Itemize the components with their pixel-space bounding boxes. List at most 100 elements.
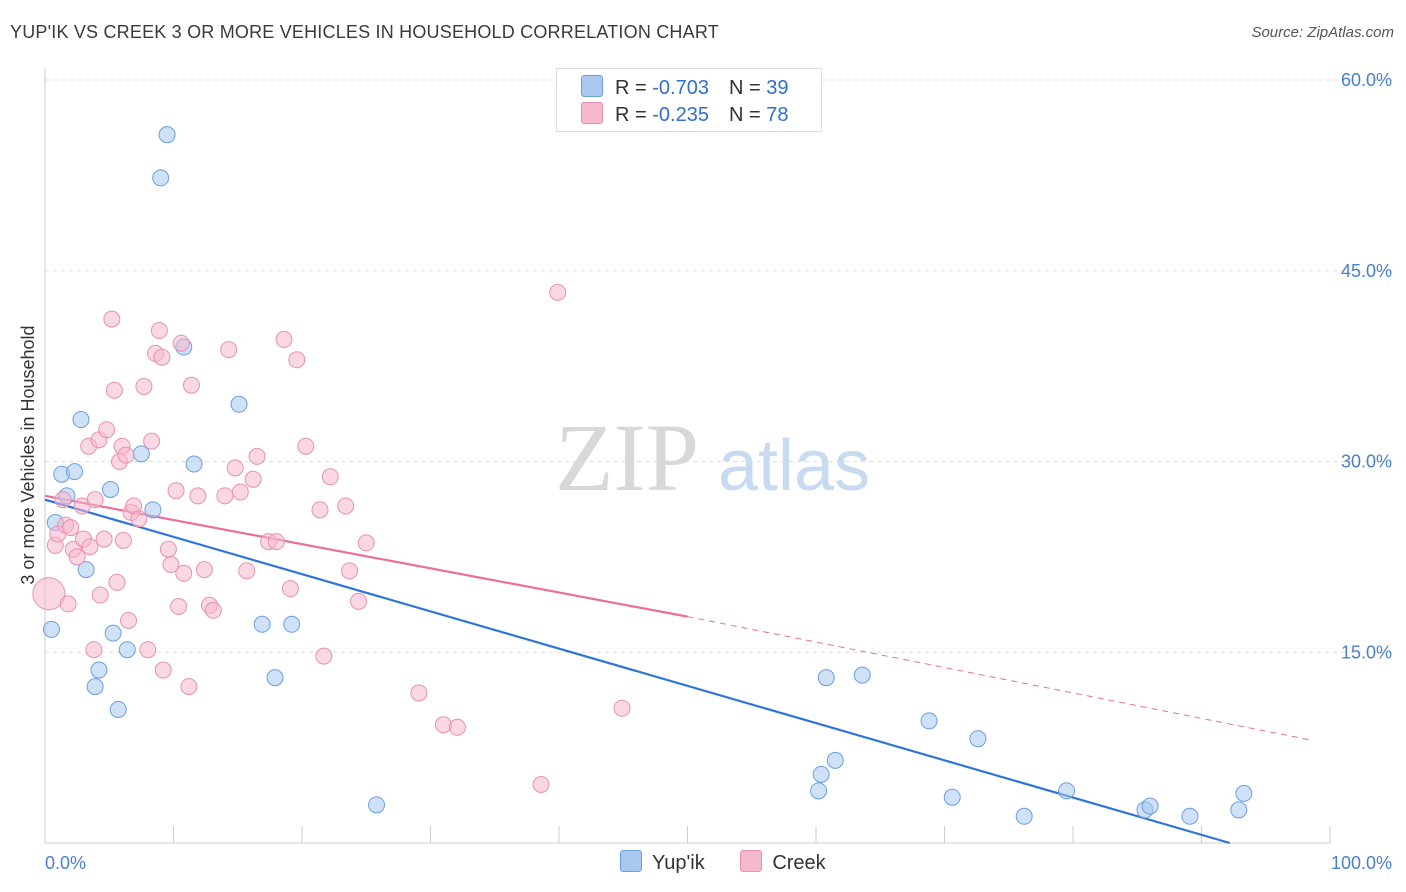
creek-point: [143, 432, 161, 450]
creek-point: [86, 491, 104, 509]
yupik-point: [1058, 782, 1076, 800]
creek-point: [175, 564, 193, 582]
yupik-point: [102, 480, 120, 498]
yupik-point: [86, 678, 104, 696]
yupik-point: [118, 641, 136, 659]
legend-r-value: -0.703: [652, 77, 709, 99]
x-tick-label: 0.0%: [45, 853, 86, 873]
yupik-point: [1181, 807, 1199, 825]
y-tick-label: 15.0%: [1341, 642, 1392, 662]
yupik-point: [66, 463, 84, 481]
legend-r-label: R =: [615, 104, 653, 126]
creek-point: [98, 421, 116, 439]
creek-point: [238, 562, 256, 580]
creek-point: [68, 548, 86, 566]
yupik-point: [253, 615, 271, 633]
creek-point: [182, 376, 200, 394]
creek-point: [103, 310, 121, 328]
legend-swatch-yupik: [581, 75, 603, 97]
yupik-point: [368, 796, 386, 814]
creek-point: [357, 534, 375, 552]
yupik-point: [943, 788, 961, 806]
trend-lines: [44, 494, 1311, 845]
bottom-legend-swatch-creek: [740, 850, 763, 872]
creek-point: [180, 678, 198, 696]
creek-point: [311, 501, 329, 519]
yupik-point: [810, 782, 828, 800]
bottom-legend-yupik: Yup'ik: [620, 850, 705, 875]
creek-point: [135, 377, 153, 395]
legend-row-yupik: R = -0.703 N = 39: [581, 75, 788, 101]
legend-n-label: N =: [728, 77, 767, 99]
yupik-point: [158, 126, 176, 144]
creek-point: [54, 491, 72, 509]
yupik-point: [152, 169, 170, 187]
creek-point: [248, 447, 266, 465]
yupik-point: [185, 455, 203, 473]
creek-point: [167, 482, 185, 500]
yupik-point: [1141, 797, 1159, 815]
creek-point: [117, 446, 135, 464]
legend-row-creek: R = -0.235 N = 78: [581, 102, 788, 128]
yupik-point: [266, 669, 284, 687]
creek-point: [216, 487, 234, 505]
creek-point: [172, 334, 190, 352]
legend-n-value: 78: [766, 104, 789, 126]
yupik-point: [1230, 801, 1248, 819]
creek-point: [108, 573, 126, 591]
creek-point: [321, 468, 339, 486]
creek-point: [275, 330, 293, 348]
x-tick-label: 100.0%: [1331, 853, 1392, 873]
y-tick-label: 30.0%: [1341, 452, 1392, 472]
yupik-point: [1235, 784, 1253, 802]
yupik-point: [109, 700, 127, 718]
creek-point: [532, 776, 550, 794]
creek-point: [150, 322, 168, 340]
yupik-point: [817, 669, 835, 687]
creek-point: [231, 483, 249, 501]
creek-point: [337, 497, 355, 515]
grid-lines: [45, 79, 1392, 653]
bottom-legend-label: Yup'ik: [652, 852, 705, 874]
creek-point: [85, 641, 103, 659]
y-tick-label: 45.0%: [1341, 261, 1392, 281]
creek-point: [130, 510, 148, 528]
creek-point: [204, 601, 222, 619]
chart-title: YUP'IK VS CREEK 3 OR MORE VEHICLES IN HO…: [10, 22, 719, 42]
creek-point: [315, 647, 333, 665]
creek-point: [91, 586, 109, 604]
yupik-point: [920, 712, 938, 730]
yupik-point: [77, 561, 95, 579]
creek-point: [410, 684, 428, 702]
yupik-point: [812, 765, 830, 783]
creek-point: [267, 533, 285, 551]
creek-point: [95, 530, 113, 548]
creek-point: [153, 348, 171, 366]
yupik-point: [1015, 807, 1033, 825]
creek-point: [189, 487, 207, 505]
y-tick-label: 60.0%: [1341, 70, 1392, 90]
yupik-point: [826, 751, 844, 769]
watermark-atlas: atlas: [718, 426, 870, 506]
creek-point: [159, 540, 177, 558]
yupik-trend-line: [44, 498, 1231, 845]
bottom-legend-creek: Creek: [740, 850, 826, 875]
bottom-legend-swatch-yupik: [620, 850, 642, 872]
creek-point: [105, 381, 123, 399]
tick-labels: 15.0% 30.0% 45.0% 60.0% 0.0% 100.0%: [45, 70, 1392, 873]
legend-r-label: R =: [615, 77, 653, 99]
yupik-point: [42, 620, 60, 638]
legend-n-value: 39: [766, 77, 789, 99]
creek-point: [448, 718, 466, 736]
creek-point: [120, 611, 138, 629]
creek-point: [350, 592, 368, 610]
watermark: ZIP atlas: [555, 404, 870, 511]
creek-point: [62, 519, 80, 537]
yupik-point: [230, 395, 248, 413]
creek-point: [32, 577, 66, 611]
creek-point: [59, 595, 77, 613]
y-axis-label: 3 or more Vehicles in Household: [18, 325, 38, 584]
yupik-point: [969, 730, 987, 748]
creek-point: [549, 283, 567, 301]
